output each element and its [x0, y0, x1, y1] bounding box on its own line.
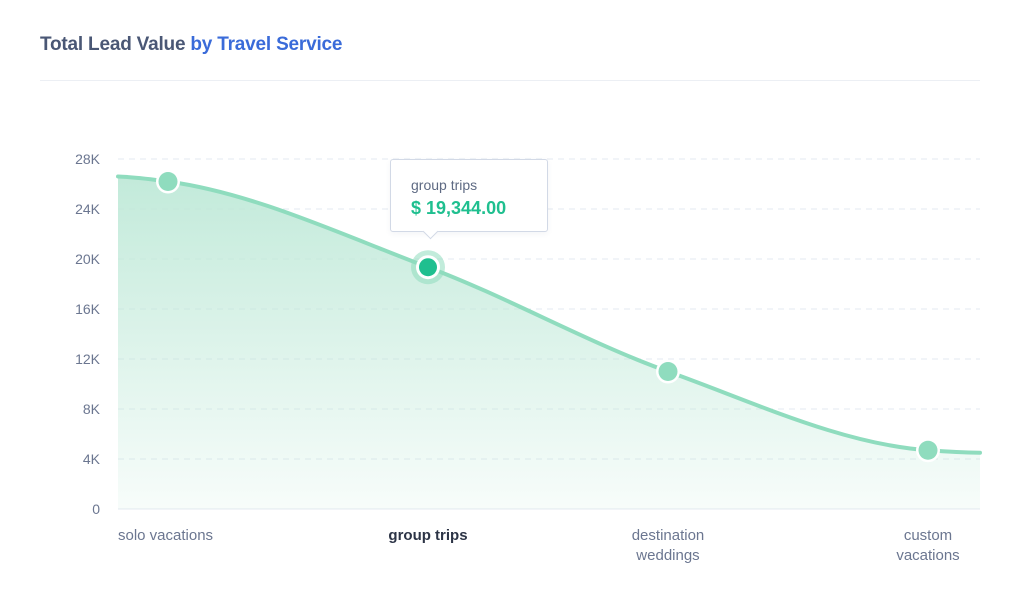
x-tick-label: destination [632, 527, 705, 544]
y-tick-label: 8K [83, 401, 101, 417]
x-tick-label: solo vacations [118, 527, 213, 544]
x-tick-label: group trips [388, 527, 467, 544]
header-divider [40, 80, 980, 81]
y-tick-label: 28K [75, 151, 101, 167]
y-tick-label: 24K [75, 201, 101, 217]
chart-title-accent: by Travel Service [190, 34, 343, 55]
y-tick-label: 16K [75, 301, 101, 317]
area-fill [118, 176, 980, 509]
chart-tooltip: group trips $ 19,344.00 [390, 159, 548, 240]
y-tick-label: 4K [83, 451, 101, 467]
y-tick-label: 0 [92, 501, 100, 517]
tooltip-value: $ 19,344.00 [411, 198, 507, 218]
x-tick-label: weddings [635, 547, 699, 564]
chart-title-main: Total Lead Value [40, 34, 191, 55]
x-tick-label: vacations [896, 547, 959, 564]
y-tick-label: 12K [75, 351, 101, 367]
data-point [658, 362, 678, 381]
chart-title: Total Lead Value by Travel Service [40, 34, 342, 56]
data-point [158, 172, 178, 191]
data-point [918, 440, 938, 460]
series-line [116, 174, 982, 455]
data-point-active [419, 258, 437, 277]
y-tick-label: 20K [75, 251, 101, 267]
tooltip-label: group trips [411, 177, 478, 193]
x-tick-label: custom [904, 527, 952, 544]
